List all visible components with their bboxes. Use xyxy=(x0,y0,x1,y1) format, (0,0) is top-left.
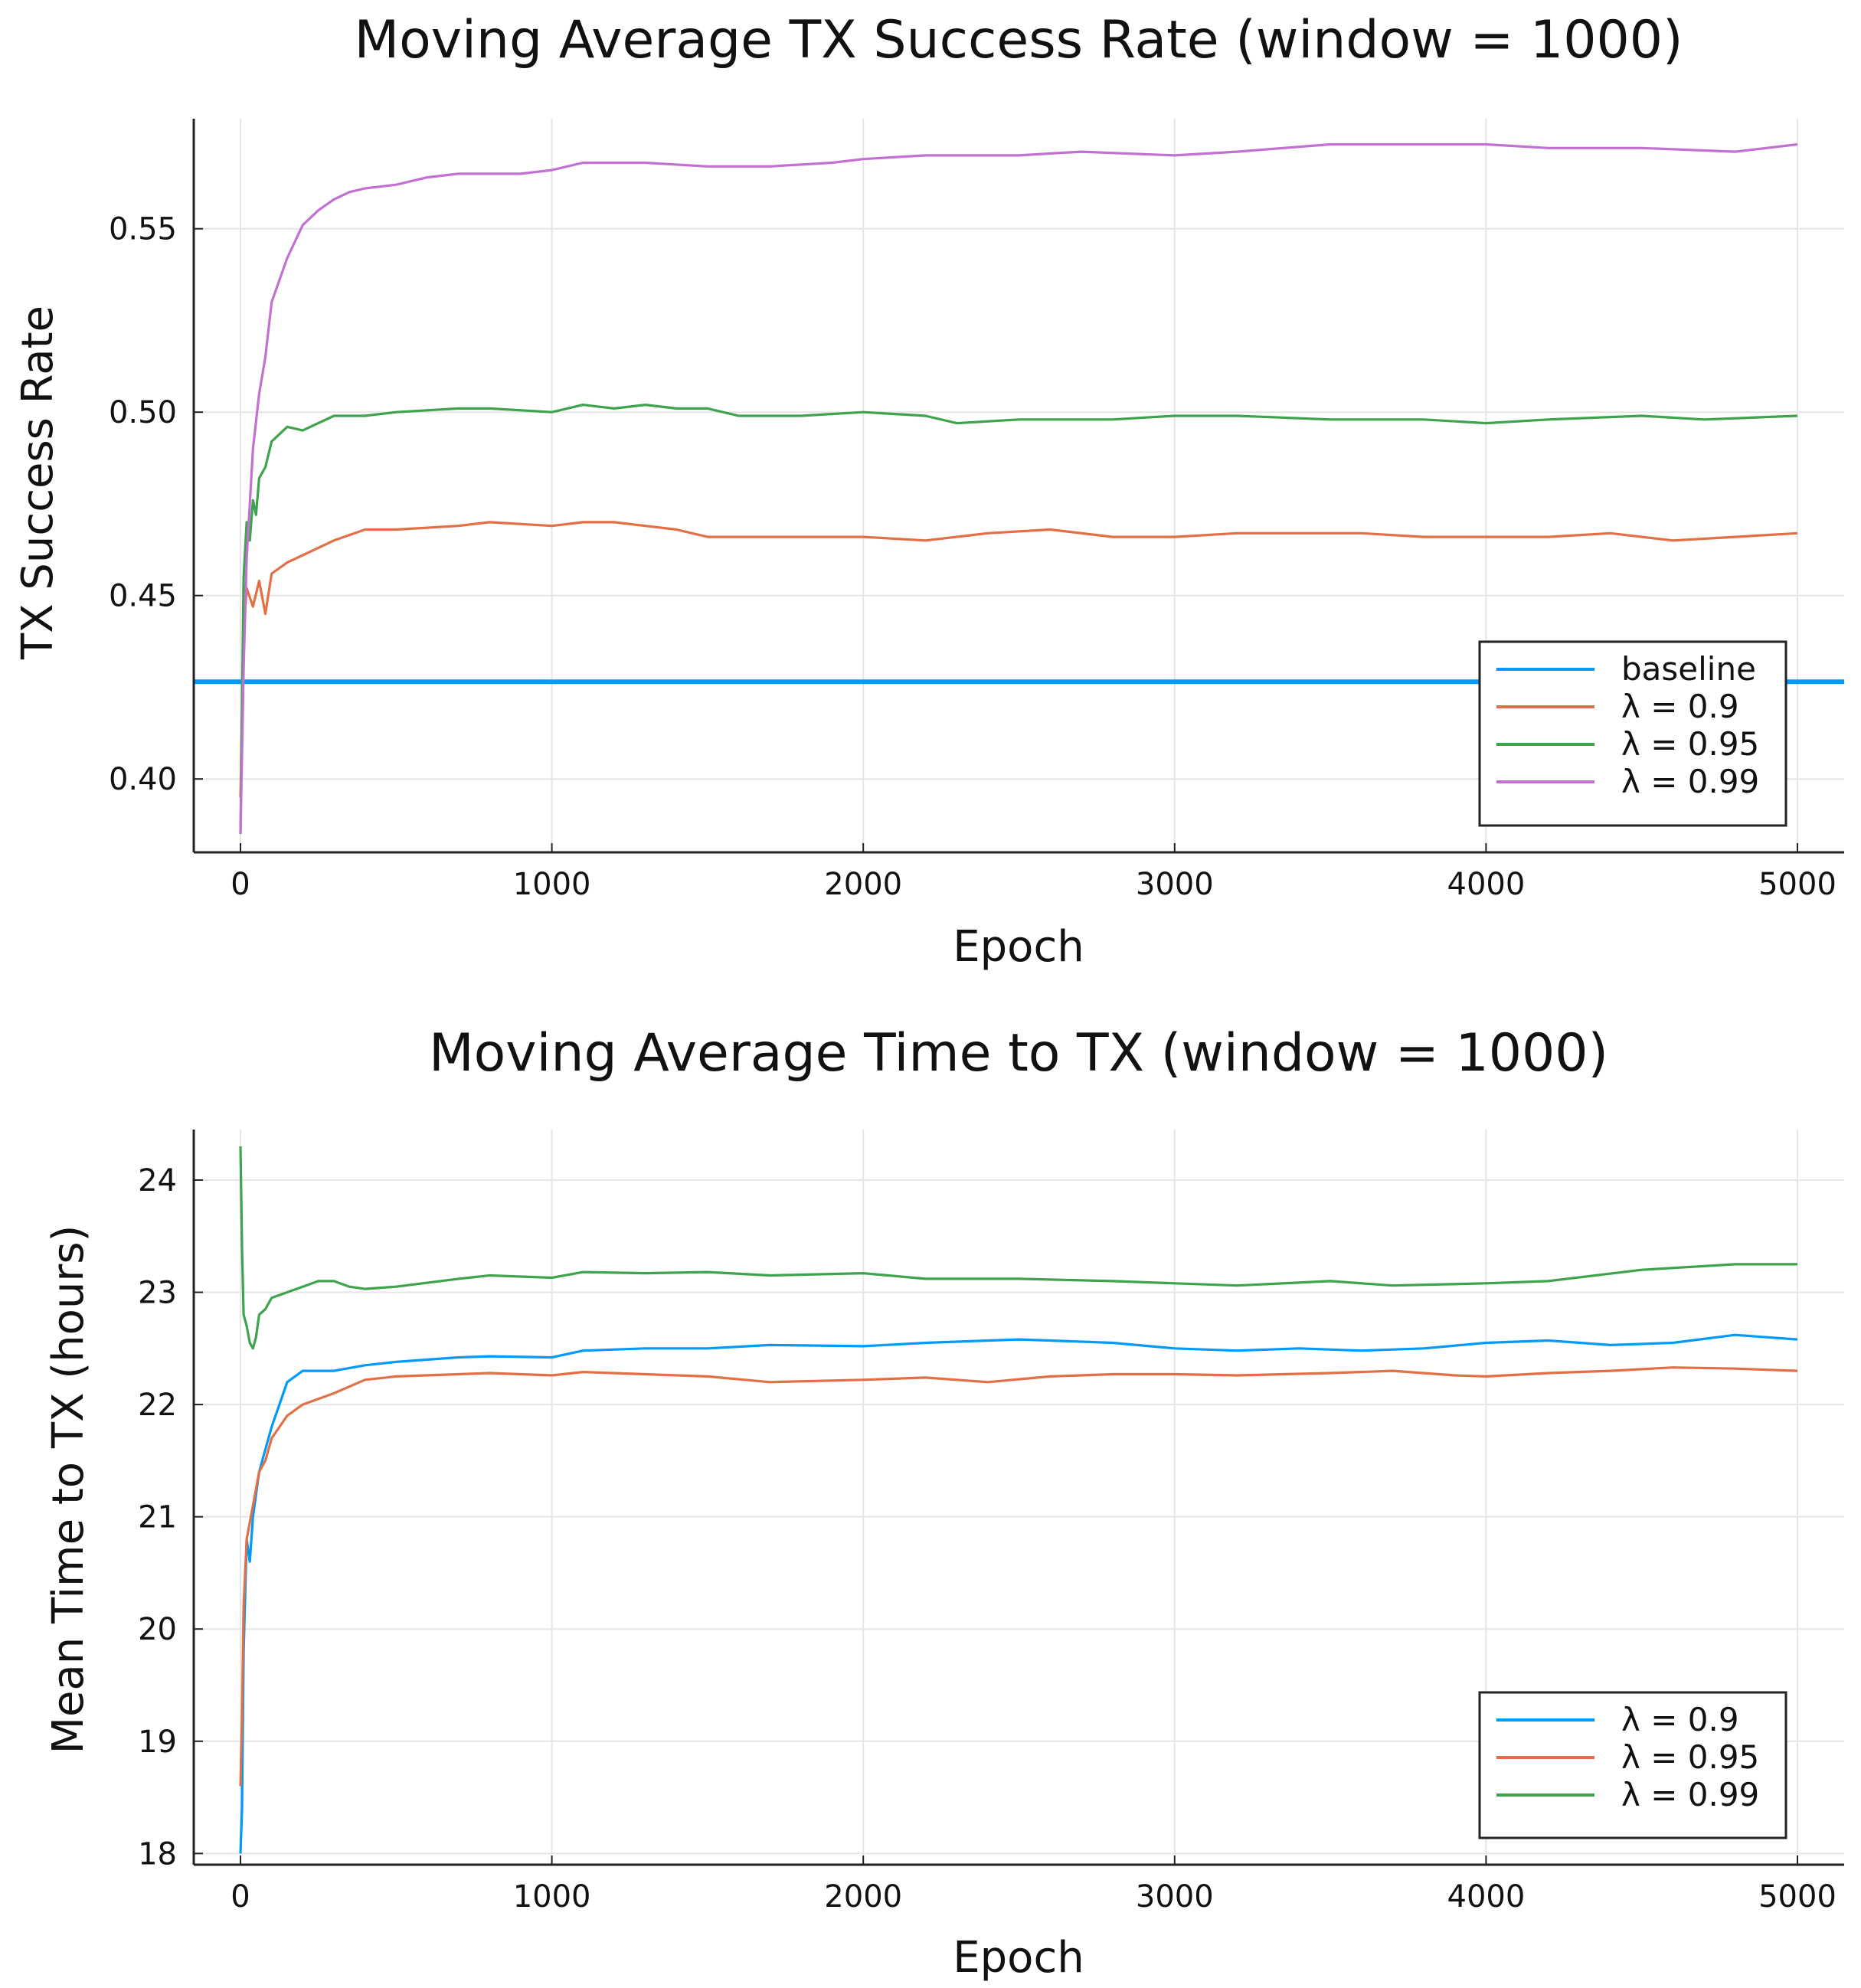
legend-entry: baseline xyxy=(1496,650,1756,688)
chart-panel-time-to-tx: Moving Average Time to TX (window = 1000… xyxy=(44,1023,1844,1983)
chart-title: Moving Average TX Success Rate (window =… xyxy=(354,10,1683,70)
y-axis-label: TX Success Rate xyxy=(13,306,63,660)
legend-label: λ = 0.99 xyxy=(1621,1776,1759,1813)
legend-entry: λ = 0.95 xyxy=(1496,1738,1759,1776)
y-tick-label: 20 xyxy=(138,1612,177,1647)
legend: baseline λ = 0.9 λ = 0.95 λ = 0.99 xyxy=(1478,640,1787,827)
legend-box xyxy=(1478,640,1787,827)
legend-entry: λ = 0.99 xyxy=(1496,763,1759,800)
y-tick-label: 24 xyxy=(138,1163,177,1198)
chart-panel-success-rate: Moving Average TX Success Rate (window =… xyxy=(13,10,1844,972)
legend-label: λ = 0.95 xyxy=(1621,1738,1759,1776)
y-tick-label: 0.55 xyxy=(109,212,177,247)
legend-label: λ = 0.95 xyxy=(1621,725,1759,763)
grid xyxy=(194,119,1844,852)
x-tick-label: 3000 xyxy=(1136,1879,1214,1914)
series-line xyxy=(239,1366,1798,1787)
legend-entry: λ = 0.99 xyxy=(1496,1776,1759,1813)
x-tick-label: 3000 xyxy=(1136,867,1214,902)
y-tick-label: 18 xyxy=(138,1836,177,1872)
x-tick-label: 1000 xyxy=(513,1879,591,1914)
x-tick-label: 4000 xyxy=(1447,867,1526,902)
series-line xyxy=(239,403,1798,835)
legend-label: λ = 0.99 xyxy=(1621,763,1759,800)
axes: 0 1000 2000 3000 4000 5000 18 19 20 21 22 23 24 xyxy=(138,1130,1844,1914)
x-tick-label: 5000 xyxy=(1758,1879,1836,1914)
y-tick-label: 22 xyxy=(138,1388,177,1423)
x-tick-label: 2000 xyxy=(824,867,902,902)
y-tick-label: 0.40 xyxy=(109,762,177,797)
y-tick-label: 0.50 xyxy=(109,395,177,430)
x-tick-label: 5000 xyxy=(1758,867,1836,902)
y-tick-label: 23 xyxy=(138,1276,177,1311)
series-line xyxy=(239,142,1798,835)
y-tick-label: 0.45 xyxy=(109,579,177,614)
series-line xyxy=(239,521,1798,798)
legend-label: baseline xyxy=(1621,650,1756,688)
legend-label: λ = 0.9 xyxy=(1621,1701,1739,1738)
y-tick-label: 19 xyxy=(138,1725,177,1760)
x-tick-label: 2000 xyxy=(824,1879,902,1914)
legend: λ = 0.9 λ = 0.95 λ = 0.99 xyxy=(1478,1691,1787,1839)
plot-area xyxy=(239,1146,1798,1854)
x-axis-label: Epoch xyxy=(953,922,1084,972)
y-tick-label: 21 xyxy=(138,1500,177,1535)
x-tick-label: 0 xyxy=(231,1879,250,1914)
legend-entry: λ = 0.9 xyxy=(1496,1701,1739,1738)
legend-label: λ = 0.9 xyxy=(1621,688,1739,725)
x-tick-label: 0 xyxy=(231,867,250,902)
axes: 0 1000 2000 3000 4000 5000 0.40 0.45 0.50 0.55 xyxy=(109,119,1844,902)
x-tick-label: 1000 xyxy=(513,867,591,902)
x-axis-label: Epoch xyxy=(953,1933,1084,1983)
legend-box xyxy=(1478,1691,1787,1839)
y-axis-label: Mean Time to TX (hours) xyxy=(44,1225,93,1754)
legend-entry: λ = 0.9 xyxy=(1496,688,1739,725)
chart-title: Moving Average Time to TX (window = 1000… xyxy=(429,1023,1608,1084)
x-tick-label: 4000 xyxy=(1447,1879,1526,1914)
legend-entry: λ = 0.95 xyxy=(1496,725,1759,763)
series-line xyxy=(239,1146,1797,1350)
